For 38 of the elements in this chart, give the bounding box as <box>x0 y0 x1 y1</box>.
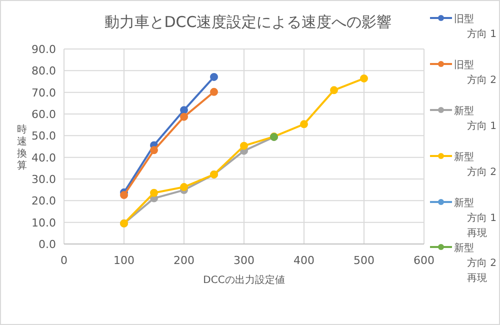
x-tick-label: 200 <box>174 254 194 267</box>
legend-label: 新型方向 2再現 <box>454 242 497 284</box>
legend-label: 新型方向 2 <box>454 151 497 178</box>
x-axis-title: DCCの出力設定値 <box>203 274 285 286</box>
legend-label: 旧型方向 2 <box>454 59 497 86</box>
y-tick-label: 30.0 <box>32 173 56 186</box>
x-tick-label: 300 <box>234 254 254 267</box>
legend-label: 新型方向 1再現 <box>454 197 497 239</box>
x-tick-label: 400 <box>294 254 314 267</box>
y-tick-label: 90.0 <box>32 43 56 56</box>
y-tick-label: 60.0 <box>32 108 56 121</box>
point <box>180 106 188 114</box>
legend-label: 旧型方向 1 <box>454 13 497 40</box>
point <box>240 142 248 150</box>
y-tick-label: 50.0 <box>32 130 56 143</box>
legend-label: 新型方向 1 <box>454 105 497 132</box>
y-axis-title: 時速換算 <box>17 124 27 172</box>
point <box>360 74 368 82</box>
y-tick-label: 20.0 <box>32 194 56 208</box>
x-tick-label: 100 <box>114 254 134 267</box>
point <box>210 72 218 81</box>
x-tick-label: 500 <box>354 254 374 267</box>
chart-title: 動力車とDCC速度設定による速度への影響 <box>104 13 392 31</box>
point <box>120 191 128 200</box>
y-tick-label: 80.0 <box>32 64 56 78</box>
point <box>300 120 308 128</box>
point <box>210 88 218 96</box>
y-tick-label: 10.0 <box>32 216 56 230</box>
point <box>330 86 338 94</box>
y-tick-label: 0.0 <box>38 238 56 251</box>
point <box>180 112 188 121</box>
x-tick-label: 0 <box>60 254 68 267</box>
point <box>180 183 188 192</box>
y-tick-label: 70.0 <box>32 86 56 100</box>
point <box>150 188 158 197</box>
point <box>150 146 158 154</box>
x-tick-label: 600 <box>414 254 434 267</box>
y-tick-label: 40.0 <box>32 151 56 164</box>
